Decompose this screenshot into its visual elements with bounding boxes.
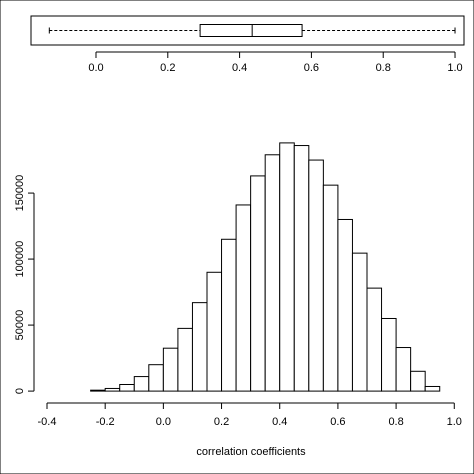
bar — [148, 364, 164, 392]
box — [199, 24, 303, 37]
x-tick-label: 0.4 — [232, 62, 247, 74]
bar — [264, 154, 281, 392]
x-tick-label: 1.0 — [447, 62, 462, 74]
bar — [308, 159, 324, 392]
x-tick-label: 1.0 — [447, 416, 462, 428]
bar — [90, 389, 106, 392]
bar — [133, 376, 150, 392]
box-frame — [30, 15, 465, 46]
y-tick-label: 0 — [14, 388, 26, 394]
bar — [119, 383, 135, 392]
x-tick-label: -0.4 — [38, 416, 57, 428]
y-tick-label: 150000 — [14, 175, 26, 212]
bar — [337, 218, 353, 392]
x-tick-label: 0.6 — [304, 62, 319, 74]
x-tick-label: 0.4 — [272, 416, 287, 428]
bar — [191, 302, 208, 392]
bar — [206, 271, 223, 392]
x-tick-label: 0.0 — [88, 62, 103, 74]
x-axis-title: correlation coefficients — [196, 446, 306, 458]
bar — [351, 252, 368, 392]
x-tick-label: 0.8 — [388, 416, 403, 428]
bar — [366, 287, 383, 392]
bar — [381, 317, 397, 392]
x-tick-label: -0.2 — [96, 416, 115, 428]
bar — [250, 175, 266, 392]
x-tick-label: 0.2 — [160, 62, 175, 74]
bar — [293, 145, 310, 392]
x-tick-label: 0.8 — [376, 62, 391, 74]
x-tick-label: 0.0 — [156, 416, 171, 428]
bar — [177, 327, 193, 392]
y-tick-label: 100000 — [14, 241, 26, 278]
bar — [104, 387, 121, 392]
bar — [279, 142, 295, 392]
x-tick-label: 0.6 — [330, 416, 345, 428]
bar — [424, 385, 441, 392]
y-tick-label: 50000 — [14, 310, 26, 341]
x-tick-label: 0.2 — [214, 416, 229, 428]
bar — [410, 370, 426, 392]
bar — [235, 204, 252, 392]
bar — [395, 347, 412, 392]
bar — [162, 347, 179, 392]
bar — [322, 184, 339, 392]
bar — [221, 238, 237, 392]
